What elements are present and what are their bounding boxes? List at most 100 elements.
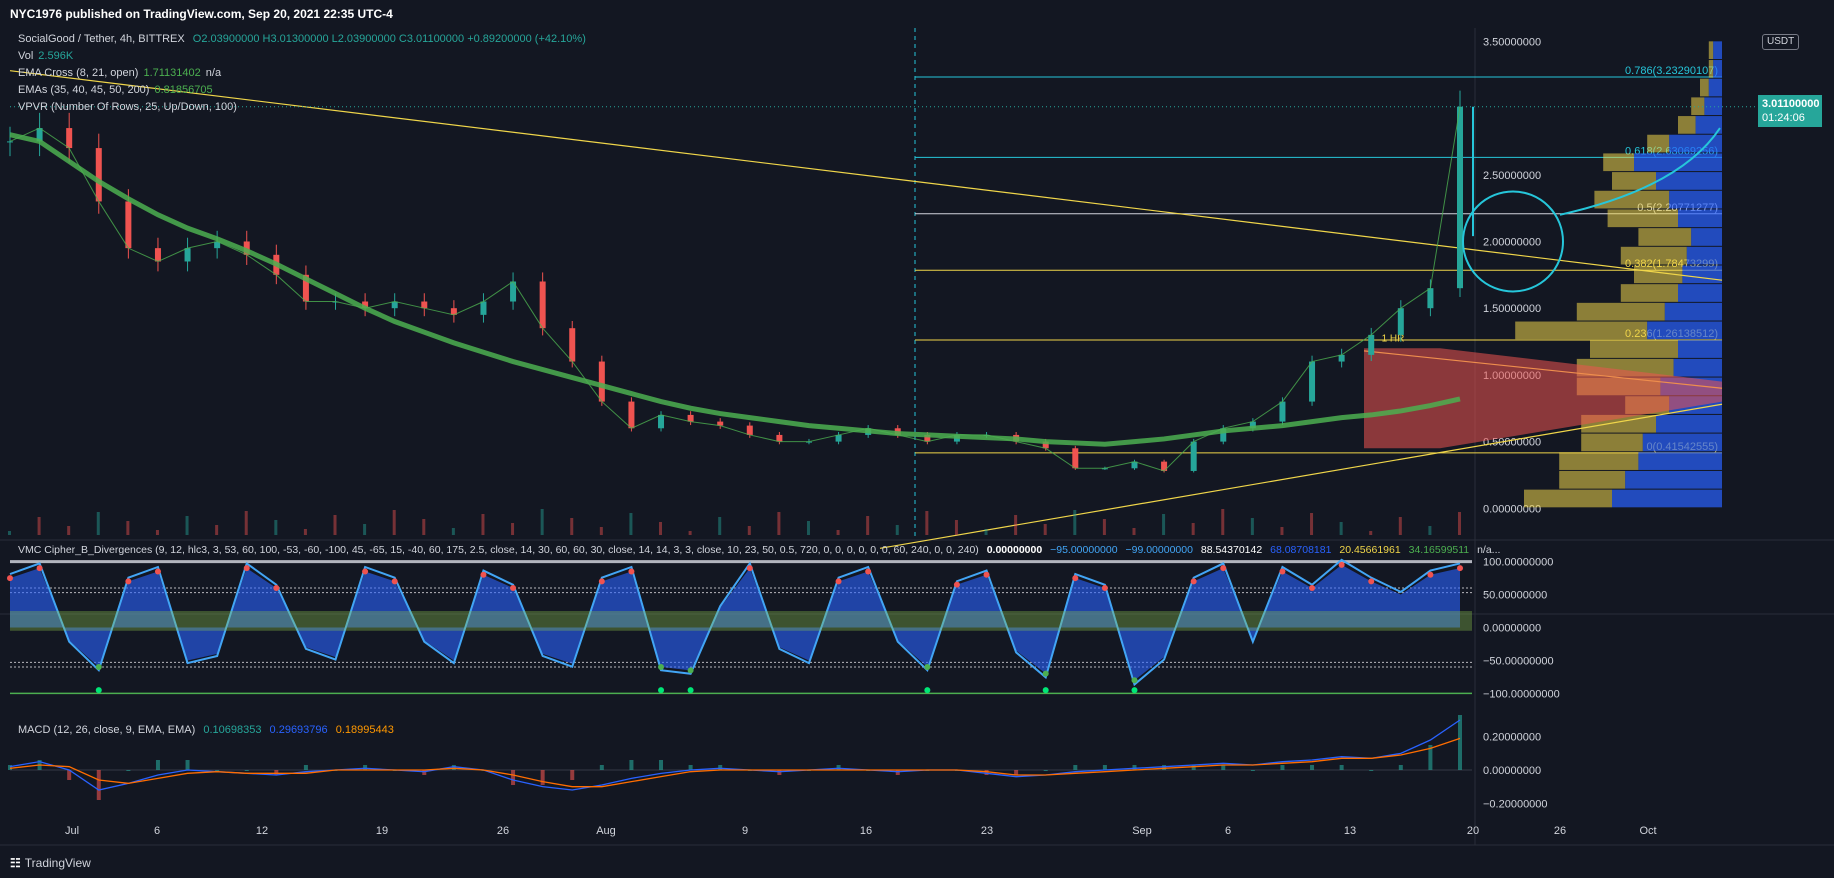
price-candle (66, 128, 73, 149)
vmc-value-7: 34.16599511 (1408, 544, 1470, 556)
volume-bar (363, 524, 367, 535)
vmc-signal-dot (658, 664, 665, 671)
volume-bar (1310, 513, 1314, 535)
vmc-buy-dot (1131, 687, 1138, 694)
currency-badge[interactable]: USDT (1762, 34, 1800, 50)
volume-bar (37, 517, 41, 535)
volume-bar (451, 528, 455, 535)
time-tick-label: 13 (1344, 825, 1356, 837)
volume-bar (8, 531, 11, 535)
macd-value: 0.10698353 (203, 724, 262, 736)
vpvr-down-bar (1607, 209, 1678, 228)
volume-bar (1191, 523, 1195, 535)
time-tick-label: 26 (1554, 825, 1566, 837)
vmc-buy-dot (687, 687, 694, 694)
bar-countdown: 01:24:06 (1762, 112, 1805, 124)
emas-legend[interactable]: EMAs (35, 40, 45, 50, 200) 0.81856705 (18, 84, 218, 96)
volume-bar (1458, 512, 1461, 535)
vpvr-up-bar (1647, 321, 1722, 340)
vpvr-legend[interactable]: VPVR (Number Of Rows, 25, Up/Down, 100) (18, 101, 242, 113)
time-tick-label: 23 (981, 825, 993, 837)
macd-histogram-bar (303, 765, 308, 770)
macd-histogram-bar (718, 765, 723, 770)
macd-histogram-bar (1458, 715, 1462, 770)
macd-histogram-bar (599, 765, 604, 770)
volume-bar (984, 529, 988, 535)
price-candle (36, 128, 43, 142)
price-candle (835, 434, 842, 442)
vpvr-up-bar (1664, 302, 1722, 321)
vmc-buy-dot (924, 687, 931, 694)
price-candle (628, 401, 635, 429)
macd-histogram-bar (688, 765, 693, 770)
ema-cross-na: n/a (205, 67, 222, 79)
volume-legend[interactable]: Vol 2.596K (18, 50, 78, 62)
vpvr-up-bar (1682, 265, 1722, 284)
vpvr-up-bar (1656, 414, 1722, 433)
price-candle (1190, 441, 1197, 471)
vmc-value-3: −99.00000000 (1125, 544, 1193, 556)
vpvr-up-bar (1642, 433, 1722, 452)
vmc-signal-dot (362, 568, 369, 575)
vmc-value-1: 0.00000000 (986, 544, 1043, 556)
price-candle (1249, 421, 1256, 429)
vmc-signal-dot (1368, 578, 1375, 585)
vpvr-up-bar (1669, 134, 1722, 153)
volume-bar (629, 513, 633, 535)
vpvr-up-bar (1691, 228, 1722, 246)
vol-value: 2.596K (38, 50, 74, 62)
volume-bar (511, 523, 515, 535)
vpvr-up-bar (1673, 358, 1722, 377)
vmc-value-2: −95.00000000 (1050, 544, 1118, 556)
vmc-legend[interactable]: VMC Cipher_B_Divergences (9, 12, hlc3, 3… (18, 544, 1505, 556)
vmc-signal-dot (628, 568, 635, 575)
macd-histogram-bar (126, 770, 131, 771)
price-candle (480, 301, 487, 315)
macd-histogram-bar (1339, 765, 1344, 770)
vmc-signal-dot (1338, 561, 1345, 568)
zone-1hr (1364, 348, 1722, 449)
resistance-trendline (9, 70, 1723, 281)
vpvr-down-bar (1559, 470, 1626, 489)
vmc-signal-dot (1279, 568, 1286, 575)
time-tick-label: 26 (497, 825, 509, 837)
vmc-signal-dot (687, 667, 694, 674)
price-candle (1279, 401, 1286, 422)
vpvr-down-bar (1678, 116, 1696, 134)
last-price-value: 3.01100000 (1762, 98, 1820, 110)
ema-200-line (9, 132, 1461, 447)
volume-bar (1339, 522, 1343, 535)
vmc-signal-dot (1190, 578, 1197, 585)
vpvr-down-bar (1576, 302, 1665, 321)
macd-histogram-bar (1250, 770, 1255, 771)
volume-bar (866, 516, 870, 535)
vmc-wave-area (10, 564, 1460, 681)
ema-cross-legend[interactable]: EMA Cross (8, 21, open) 1.71131402 n/a (18, 67, 226, 79)
ema-cross-value: 1.71131402 (143, 67, 201, 79)
vmc-signal-dot (1131, 677, 1138, 684)
volume-bar (274, 520, 278, 535)
price-candle (658, 414, 665, 429)
macd-legend[interactable]: MACD (12, 26, close, 9, EMA, EMA) 0.1069… (18, 724, 399, 736)
macd-histogram-bar (1043, 770, 1048, 771)
macd-histogram-bar (244, 770, 249, 771)
fib-level-label: 0.786(3.23290107) (1625, 65, 1718, 77)
macd-histogram-bar (274, 770, 279, 775)
vpvr-down-bar (1634, 265, 1683, 284)
vmc-tick-label: 0.00000000 (1483, 623, 1541, 635)
price-candle (1338, 354, 1345, 362)
vpvr-down-bar (1700, 78, 1709, 97)
emas-label: EMAs (35, 40, 45, 50, 200) (18, 84, 150, 96)
vmc-signal-dot (154, 568, 161, 575)
vmc-signal-dot (924, 664, 931, 671)
vpvr-up-bar (1669, 190, 1722, 209)
volume-bar (481, 514, 485, 535)
volume-bar (836, 530, 840, 535)
vpvr-down-bar (1581, 433, 1643, 452)
symbol-legend[interactable]: SocialGood / Tether, 4h, BITTREX O2.0390… (18, 33, 591, 45)
macd-tick-label: −0.20000000 (1483, 798, 1548, 810)
vmc-signal-dot (125, 578, 132, 585)
macd-histogram-bar (511, 770, 516, 785)
vmc-buy-dot (1042, 687, 1049, 694)
